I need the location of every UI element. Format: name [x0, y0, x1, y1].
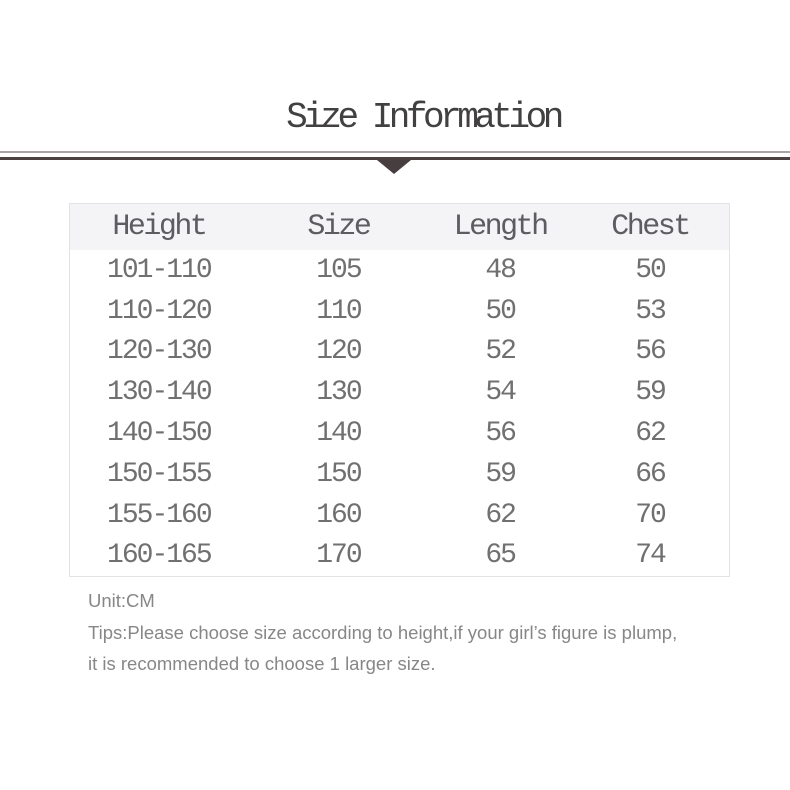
- table-cell: 48: [485, 254, 517, 286]
- table-cell: 160-165: [107, 540, 213, 572]
- table-cell: 65: [485, 540, 517, 572]
- triangle-down-icon: [377, 160, 411, 174]
- table-cell: 62: [635, 418, 667, 450]
- table-row: 130-140 130 54 59: [70, 372, 730, 413]
- unit-label: Unit:CM: [88, 590, 155, 611]
- table-cell: 56: [635, 336, 667, 368]
- column-header-size: Size: [247, 203, 430, 250]
- table-cell: 120: [316, 336, 362, 368]
- notes-block: Unit:CM Tips:Please choose size accordin…: [88, 585, 677, 680]
- column-header-length: Length: [429, 203, 572, 250]
- table-cell: 56: [485, 418, 517, 450]
- page-title: Size Information: [286, 97, 564, 138]
- table-cell: 101-110: [107, 254, 213, 286]
- table-cell: 54: [485, 377, 517, 409]
- tips-line-2: it is recommended to choose 1 larger siz…: [88, 653, 436, 674]
- table-header-row: Height Size Length Chest: [69, 203, 730, 250]
- table-row: 140-150 140 56 62: [70, 413, 730, 454]
- size-table: Height Size Length Chest 101-110 105 48 …: [69, 203, 730, 578]
- table-cell: 70: [635, 499, 667, 531]
- table-cell: 140-150: [107, 418, 213, 450]
- table-cell: 66: [635, 458, 667, 490]
- table-cell: 130: [316, 377, 362, 409]
- table-row: 160-165 170 65 74: [70, 536, 730, 577]
- divider-line-thin: [0, 151, 790, 153]
- table-cell: 150: [316, 458, 362, 490]
- table-row: 155-160 160 62 70: [70, 495, 730, 536]
- table-cell: 62: [485, 499, 517, 531]
- table-row: 101-110 105 48 50: [70, 250, 730, 291]
- divider-line-thick: [0, 157, 790, 160]
- table-row: 150-155 150 59 66: [70, 454, 730, 495]
- table-cell: 53: [635, 295, 667, 327]
- tips-line-1: Tips:Please choose size according to hei…: [88, 621, 678, 643]
- table-cell: 110-120: [107, 295, 213, 327]
- table-cell: 59: [485, 458, 517, 490]
- table-cell: 59: [635, 377, 667, 409]
- column-header-height: Height: [69, 203, 248, 250]
- column-header-chest: Chest: [571, 203, 730, 250]
- table-cell: 105: [316, 254, 362, 286]
- table-cell: 130-140: [107, 377, 213, 409]
- table-cell: 160: [316, 499, 362, 531]
- table-cell: 155-160: [107, 499, 213, 531]
- table-cell: 170: [316, 540, 362, 572]
- table-cell: 74: [635, 540, 667, 572]
- table-cell: 140: [316, 418, 362, 450]
- table-cell: 110: [316, 295, 362, 327]
- table-row: 120-130 120 52 56: [70, 332, 730, 373]
- table-cell: 50: [485, 295, 517, 327]
- table-cell: 50: [635, 254, 667, 286]
- table-cell: 52: [485, 336, 517, 368]
- table-cell: 120-130: [107, 336, 213, 368]
- table-row: 110-120 110 50 53: [70, 291, 730, 332]
- table-cell: 150-155: [107, 458, 213, 490]
